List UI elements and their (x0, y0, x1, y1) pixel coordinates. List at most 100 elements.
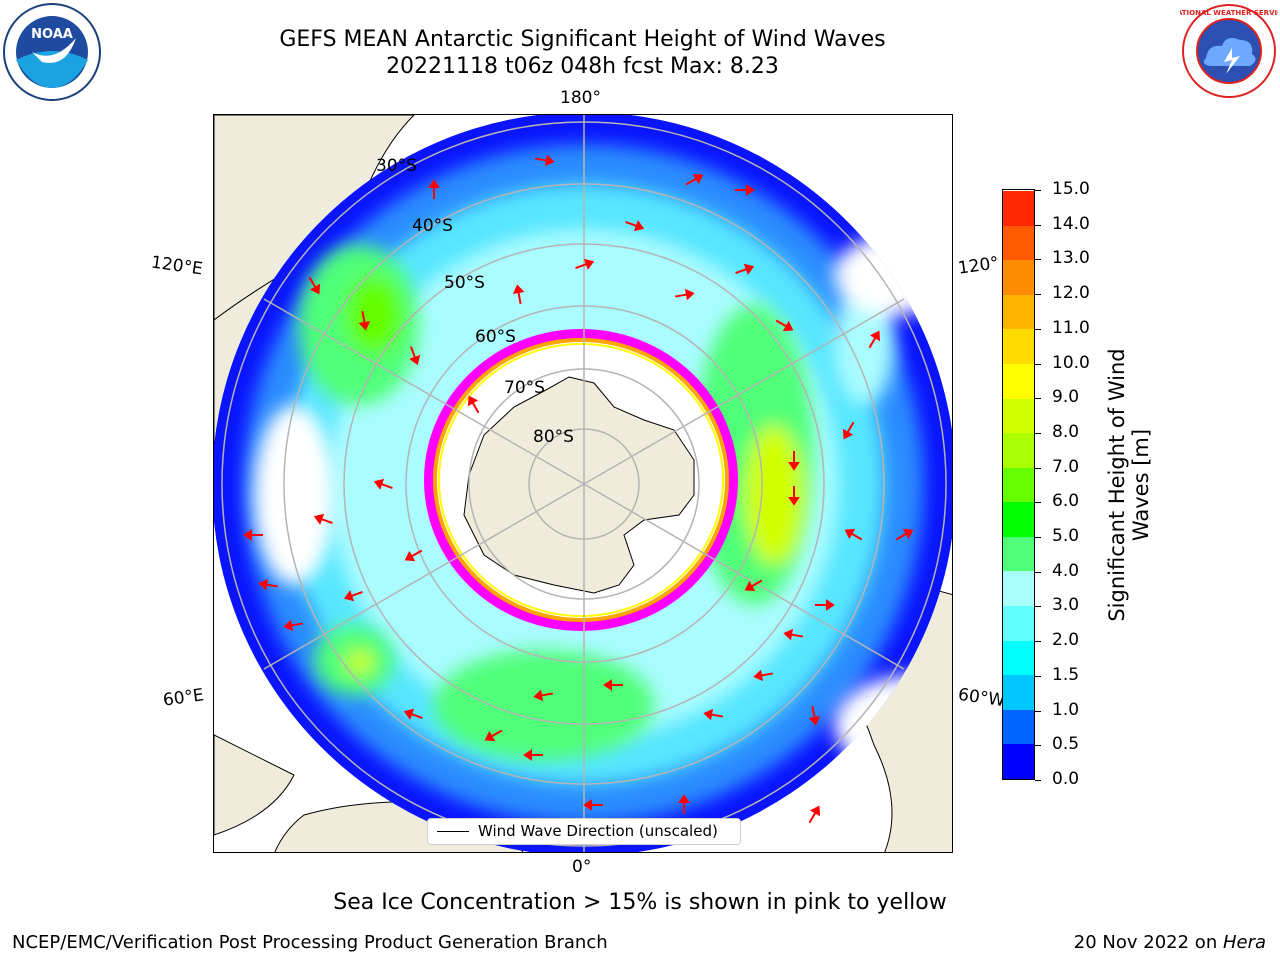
wave-arrow (844, 528, 863, 541)
wave-arrow (775, 319, 794, 332)
colorbar-tick-mark (1035, 537, 1041, 539)
colorbar-tick-label: 13.0 (1052, 248, 1090, 269)
wave-arrow (404, 549, 423, 562)
lon-label-0: 0° (572, 857, 592, 877)
nws-logo-text: NATIONAL WEATHER SERVICE (1180, 9, 1278, 17)
wave-arrow (788, 486, 800, 506)
colorbar-tick-mark (1035, 675, 1041, 677)
colorbar-tick-mark (1035, 606, 1041, 608)
lat-label-40s: 40°S (412, 216, 453, 236)
colorbar-tick-mark (1035, 467, 1041, 469)
wave-arrow (674, 288, 695, 301)
colorbar-tick-label: 1.5 (1052, 664, 1080, 685)
wave-arrow (788, 451, 800, 471)
wave-arrow (753, 669, 774, 682)
wave-arrow (808, 705, 821, 726)
wave-arrows (243, 154, 914, 824)
colorbar-tick-label: 10.0 (1052, 352, 1090, 373)
wave-arrow (358, 310, 371, 331)
wave-arrow (744, 579, 763, 592)
lat-label-50s: 50°S (444, 273, 485, 293)
colorbar-segment (1003, 363, 1034, 399)
colorbar-tick-label: 3.0 (1052, 595, 1080, 616)
colorbar-fill (1003, 190, 1034, 779)
colorbar-segment (1003, 467, 1034, 503)
colorbar-tick-label: 5.0 (1052, 526, 1080, 547)
colorbar-segment (1003, 432, 1034, 468)
wave-arrow (283, 619, 304, 632)
colorbar-tick-mark (1035, 571, 1041, 573)
wave-arrow (895, 528, 914, 541)
wave-arrow (428, 179, 440, 199)
noaa-logo: NOAA (2, 2, 102, 102)
colorbar-tick-mark (1035, 328, 1041, 330)
colorbar-tick-mark (1035, 259, 1041, 261)
sea-ice-note: Sea Ice Concentration > 15% is shown in … (333, 890, 947, 915)
colorbar-tick-mark (1035, 432, 1041, 434)
wave-arrow (625, 220, 645, 232)
colorbar-segment (1003, 259, 1034, 295)
wave-arrow (735, 263, 755, 275)
lon-label-60w: 60°W (956, 684, 1007, 712)
colorbar-segment (1003, 743, 1034, 779)
polar-map: 30°S 40°S 50°S 60°S 70°S 80°S (214, 115, 952, 852)
wave-arrow (783, 628, 804, 641)
colorbar-tick-label: 14.0 (1052, 213, 1090, 234)
map-legend: Wind Wave Direction (unscaled) (427, 818, 741, 845)
colorbar-label-line2: Waves [m] (1129, 428, 1153, 542)
colorbar-tick-label: 6.0 (1052, 491, 1080, 512)
colorbar-segment (1003, 605, 1034, 641)
colorbar-segment (1003, 190, 1034, 226)
wave-arrow (534, 154, 555, 167)
colorbar-segment (1003, 570, 1034, 607)
footer-date: 20 Nov 2022 on Hera (1074, 932, 1266, 953)
wave-arrow (703, 708, 724, 721)
lat-label-80s: 80°S (533, 427, 574, 447)
colorbar-segment (1003, 501, 1034, 537)
wave-arrow (467, 395, 480, 414)
wave-arrow (523, 749, 543, 761)
colorbar-tick-label: 0.0 (1052, 769, 1080, 789)
colorbar-segment (1003, 674, 1034, 710)
lat-label-60s: 60°S (475, 327, 516, 347)
colorbar-tick-mark (1035, 780, 1041, 781)
legend-label: Wind Wave Direction (unscaled) (478, 822, 718, 840)
nws-logo: NATIONAL WEATHER SERVICE (1171, 2, 1280, 100)
colorbar-tick-label: 4.0 (1052, 560, 1080, 581)
wave-arrow (243, 529, 263, 541)
lon-label-180: 180° (560, 88, 601, 108)
colorbar-tick-label: 2.0 (1052, 630, 1080, 651)
colorbar-tick-mark (1035, 502, 1041, 504)
wave-arrow (343, 590, 363, 602)
colorbar-tick-mark (1035, 190, 1041, 191)
colorbar-tick-mark (1035, 398, 1041, 400)
colorbar-tick-label: 0.5 (1052, 734, 1080, 755)
wave-arrow (313, 513, 333, 525)
colorbar-segment (1003, 225, 1034, 261)
colorbar-tick-mark (1035, 294, 1041, 296)
map-panel: 30°S 40°S 50°S 60°S 70°S 80°S (213, 114, 953, 853)
colorbar-tick-label: 1.0 (1052, 699, 1080, 720)
colorbar-tick-label: 15.0 (1052, 179, 1090, 199)
wave-arrow (575, 258, 595, 270)
wave-arrow (815, 599, 835, 611)
colorbar-segment (1003, 709, 1034, 745)
chart-title: GEFS MEAN Antarctic Significant Height o… (279, 27, 886, 52)
colorbar-tick-mark (1035, 641, 1041, 643)
footer-host: Hera (1222, 932, 1266, 953)
colorbar-tick-label: 12.0 (1052, 283, 1090, 304)
colorbar-label: Significant Height of Wind Waves [m] (1105, 285, 1165, 685)
colorbar-label-line1: Significant Height of Wind (1105, 348, 1129, 622)
graticule (221, 115, 947, 852)
wave-arrow (533, 689, 554, 702)
wave-arrow (373, 478, 393, 490)
colorbar-tick-label: 11.0 (1052, 317, 1090, 338)
wave-arrow (735, 184, 755, 196)
colorbar-tick-mark (1035, 224, 1041, 226)
wave-arrow (603, 679, 623, 691)
footer-date-text: 20 Nov 2022 on (1073, 932, 1223, 953)
colorbar-tick-mark (1035, 745, 1041, 747)
wave-arrow (258, 578, 279, 591)
lat-label-30s: 30°S (376, 156, 417, 176)
wave-arrow (583, 799, 603, 811)
